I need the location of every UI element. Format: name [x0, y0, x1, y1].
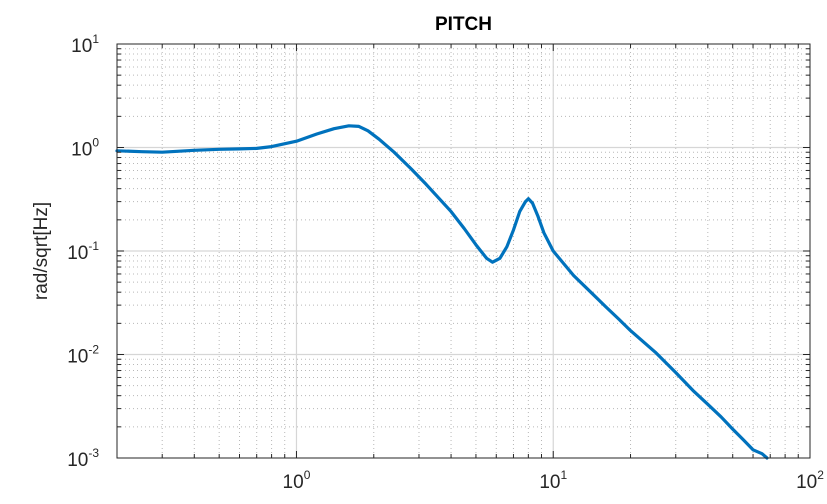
y-tick-label: 100 — [71, 136, 99, 161]
y-tick-label: 10-1 — [67, 239, 99, 264]
x-tick-label-exponent: 1 — [560, 468, 567, 482]
y-tick-label-base: 10 — [67, 450, 88, 471]
x-tick-label-base: 10 — [796, 472, 817, 493]
y-tick-label-base: 10 — [67, 243, 88, 264]
axis-ticks — [117, 43, 811, 459]
chart-title: PITCH — [435, 14, 492, 35]
y-tick-label-exponent: -1 — [88, 239, 99, 253]
x-tick-label-exponent: 2 — [817, 468, 824, 482]
y-tick-label-exponent: -2 — [88, 343, 99, 357]
x-tick-label-exponent: 0 — [304, 468, 311, 482]
series-layer — [115, 124, 769, 460]
y-tick-label-base: 10 — [71, 36, 92, 57]
y-tick-label-base: 10 — [71, 140, 92, 161]
minor-grid — [117, 44, 810, 458]
x-tick-label: 102 — [796, 468, 824, 493]
x-tick-label: 101 — [539, 468, 567, 493]
y-tick-label-exponent: -3 — [88, 446, 99, 460]
series-line — [115, 124, 769, 460]
y-tick-label: 10-2 — [67, 343, 99, 368]
x-tick-label-base: 10 — [283, 472, 304, 493]
x-tick-label-base: 10 — [539, 472, 560, 493]
x-tick-label: 100 — [283, 468, 311, 493]
y-axis-label: rad/sqrt[Hz] — [31, 202, 52, 300]
y-tick-label-exponent: 0 — [92, 136, 99, 150]
y-tick-label: 101 — [71, 32, 99, 57]
y-tick-label-exponent: 1 — [92, 32, 99, 46]
y-tick-label-base: 10 — [67, 347, 88, 368]
y-tick-label: 10-3 — [67, 446, 99, 471]
